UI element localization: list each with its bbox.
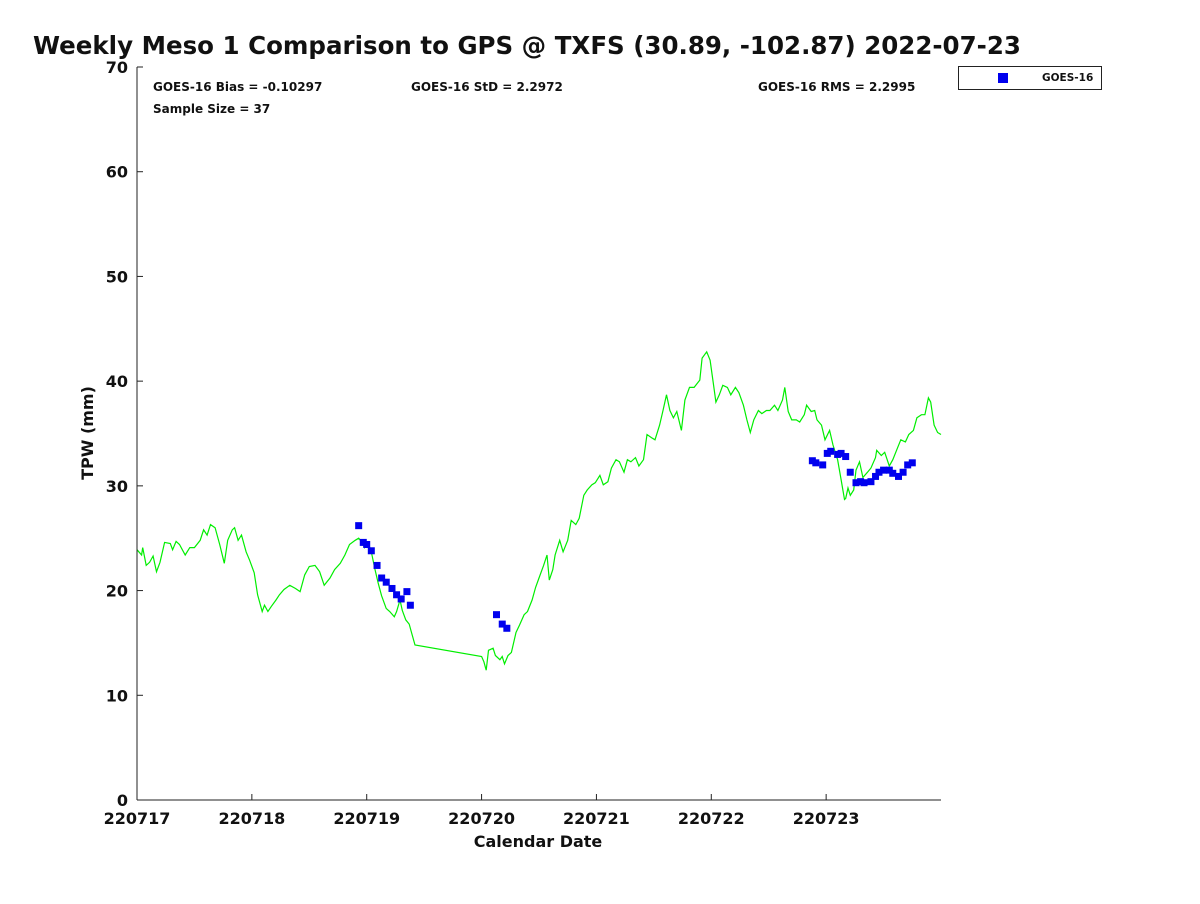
legend-marker-goes-16	[998, 73, 1008, 83]
x-axis: 220717 220718 220719 220720 220721 220722 2207…	[104, 794, 860, 828]
goes-16-point	[403, 588, 411, 596]
goes-16-point	[493, 611, 501, 619]
stat-rms: GOES-16 RMS = 2.2995	[758, 80, 915, 94]
x-tick-label: 220722	[678, 809, 745, 828]
y-tick-label: 30	[106, 477, 128, 496]
y-tick-label: 60	[106, 163, 128, 182]
goes-16-point	[397, 595, 405, 603]
goes-16-point	[904, 461, 912, 469]
y-tick-label: 20	[106, 582, 128, 601]
goes-16-point	[827, 447, 835, 455]
goes-16-point	[367, 547, 375, 555]
chart-title: Weekly Meso 1 Comparison to GPS @ TXFS (…	[33, 31, 1021, 60]
goes-16-point	[895, 472, 903, 480]
goes-16-point	[388, 584, 396, 592]
x-tick-label: 220719	[333, 809, 400, 828]
y-tick-label: 10	[106, 686, 128, 705]
goes-16-point	[406, 601, 414, 609]
stat-sample-size: Sample Size = 37	[153, 102, 270, 116]
x-tick-label: 220721	[563, 809, 630, 828]
goes-16-point	[889, 469, 897, 477]
legend-box	[958, 66, 1102, 90]
y-tick-label: 0	[117, 791, 128, 810]
goes-16-point	[860, 479, 868, 487]
x-tick-label: 220723	[793, 809, 860, 828]
x-tick-label: 220720	[448, 809, 515, 828]
goes-16-point	[393, 591, 401, 599]
goes-16-point	[503, 624, 511, 632]
goes-16-point	[852, 479, 860, 487]
y-tick-label: 50	[106, 267, 128, 286]
goes-16-point	[846, 468, 854, 476]
stat-std: GOES-16 StD = 2.2972	[411, 80, 563, 94]
goes-16-point	[908, 459, 916, 467]
stat-bias: GOES-16 Bias = -0.10297	[153, 80, 322, 94]
goes-16-point	[819, 461, 827, 469]
goes-16-point	[872, 472, 880, 480]
legend-label-goes-16: GOES-16	[1042, 72, 1093, 84]
goes-16-point	[373, 561, 381, 569]
y-axis-label: TPW (mm)	[78, 386, 97, 480]
y-axis: 0 10 20 30 40 50 60 70	[106, 58, 143, 810]
y-tick-label: 40	[106, 372, 128, 391]
goes-16-point	[378, 574, 386, 582]
goes-16-point	[837, 449, 845, 457]
x-axis-label: Calendar Date	[474, 832, 603, 851]
goes-16-point	[355, 522, 363, 530]
y-tick-label: 70	[106, 58, 128, 77]
plot-area	[136, 350, 942, 671]
legend: GOES-16	[958, 66, 1102, 90]
x-tick-label: 220718	[218, 809, 285, 828]
gps-series-line	[136, 350, 942, 671]
goes-16-point	[382, 578, 390, 586]
goes-16-point	[899, 468, 907, 476]
x-tick-label: 220717	[104, 809, 171, 828]
goes-16-point	[875, 468, 883, 476]
goes-16-point	[812, 459, 820, 467]
goes-16-point	[867, 478, 875, 486]
goes-16-point	[498, 620, 506, 628]
goes-16-point	[880, 466, 888, 474]
goes-16-point	[842, 453, 850, 461]
goes-16-point	[363, 540, 371, 548]
